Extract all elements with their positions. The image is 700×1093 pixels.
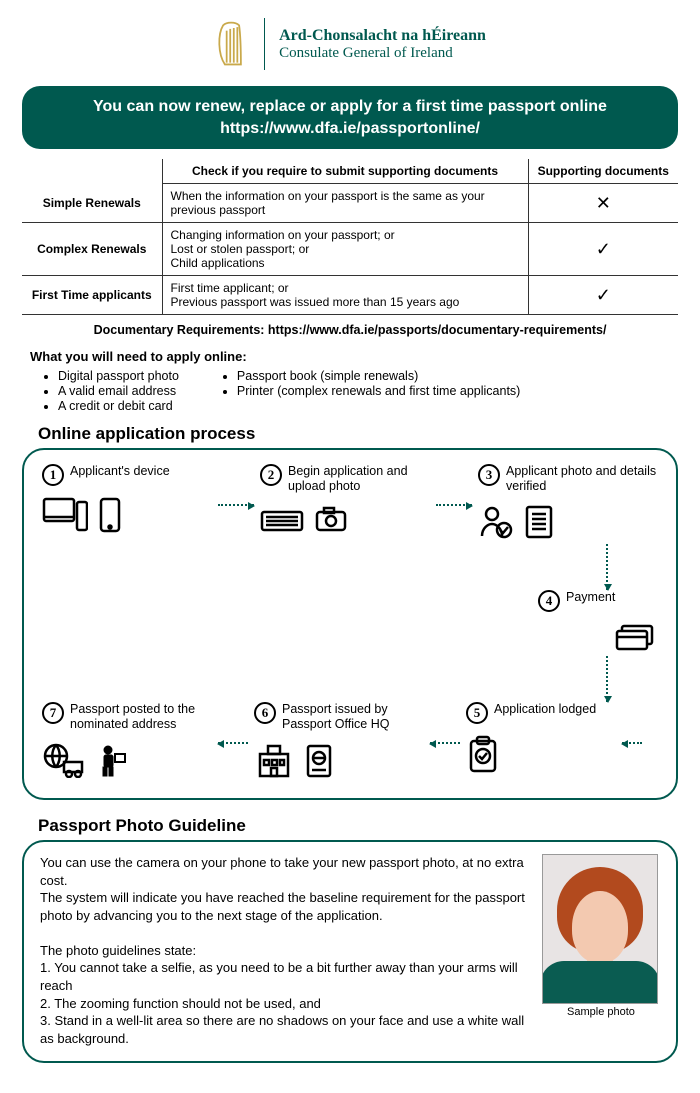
documentary-requirements-link: Documentary Requirements: https://www.df… (22, 323, 678, 337)
arrow-icon (430, 742, 460, 744)
info-complex: Changing information on your passport; o… (162, 223, 528, 276)
person-check-icon (478, 504, 514, 540)
cat-first: First Time applicants (22, 276, 162, 315)
process-title: Online application process (38, 424, 678, 444)
sample-photo (542, 854, 658, 1004)
step-number: 3 (478, 464, 500, 486)
step-6: 6 Passport issued by Passport Office HQ (254, 702, 424, 780)
announcement-banner: You can now renew, replace or apply for … (22, 86, 678, 149)
th-blank (22, 159, 162, 184)
step-number: 7 (42, 702, 64, 724)
arrow-icon (606, 656, 608, 702)
step-number: 1 (42, 464, 64, 486)
list-item: Printer (complex renewals and first time… (237, 384, 520, 398)
photo-g3: 3. Stand in a well-lit area so there are… (40, 1012, 528, 1047)
photo-p3: The photo guidelines state: (40, 942, 528, 960)
table-row: Complex Renewals Changing information on… (22, 223, 678, 276)
step-4: 4 Payment (538, 590, 658, 652)
sample-photo-side: Sample photo (542, 854, 660, 1047)
header-title-en: Consulate General of Ireland (279, 45, 486, 62)
step-label: Passport issued by Passport Office HQ (282, 702, 424, 732)
header-text: Ard-Chonsalacht na hÉireann Consulate Ge… (279, 27, 486, 62)
step-5: 5 Application lodged (466, 702, 616, 774)
shipping-globe-icon (42, 742, 86, 778)
cards-icon (614, 622, 658, 652)
clipboard-check-icon (466, 734, 500, 774)
mark-first: ✓ (528, 276, 678, 315)
list-item: A valid email address (58, 384, 179, 398)
list-item: Digital passport photo (58, 369, 179, 383)
cat-complex: Complex Renewals (22, 223, 162, 276)
th-supporting: Supporting documents (528, 159, 678, 184)
table-row: First Time applicants First time applica… (22, 276, 678, 315)
header-title-ga: Ard-Chonsalacht na hÉireann (279, 27, 486, 45)
step-label: Applicant photo and details verified (506, 464, 658, 494)
photo-g2: 2. The zooming function should not be us… (40, 995, 528, 1013)
arrow-icon (606, 544, 608, 590)
need-col2: Passport book (simple renewals) Printer … (209, 368, 520, 414)
step-number: 2 (260, 464, 282, 486)
need-col1: Digital passport photo A valid email add… (30, 368, 179, 414)
cat-simple: Simple Renewals (22, 184, 162, 223)
header: Ard-Chonsalacht na hÉireann Consulate Ge… (22, 18, 678, 70)
photo-text: You can use the camera on your phone to … (40, 854, 528, 1047)
step-label: Passport posted to the nominated address (70, 702, 212, 732)
arrow-icon (622, 742, 642, 744)
requirements-table: Check if you require to submit supportin… (22, 159, 678, 315)
step-label: Application lodged (494, 702, 596, 717)
computer-icon (42, 496, 88, 534)
th-check: Check if you require to submit supportin… (162, 159, 528, 184)
arrow-icon (436, 504, 472, 506)
mark-complex: ✓ (528, 223, 678, 276)
building-icon (254, 742, 294, 780)
table-row: Simple Renewals When the information on … (22, 184, 678, 223)
photo-title: Passport Photo Guideline (38, 816, 678, 836)
header-divider (264, 18, 265, 70)
step-2: 2 Begin application and upload photo (260, 464, 430, 534)
arrow-icon (218, 504, 254, 506)
step-number: 4 (538, 590, 560, 612)
step-number: 5 (466, 702, 488, 724)
harp-icon (214, 20, 250, 68)
arrow-icon (218, 742, 248, 744)
banner-url: https://www.dfa.ie/passportonline/ (36, 118, 664, 140)
info-simple: When the information on your passport is… (162, 184, 528, 223)
info-first: First time applicant; or Previous passpo… (162, 276, 528, 315)
need-title: What you will need to apply online: (30, 349, 678, 364)
courier-icon (96, 742, 130, 778)
photo-g1: 1. You cannot take a selfie, as you need… (40, 959, 528, 994)
step-label: Begin application and upload photo (288, 464, 430, 494)
photo-p1: You can use the camera on your phone to … (40, 854, 528, 889)
checklist-icon (524, 504, 554, 540)
passport-icon (304, 742, 334, 780)
photo-guideline-box: You can use the camera on your phone to … (22, 840, 678, 1063)
step-label: Applicant's device (70, 464, 170, 479)
list-item: Passport book (simple renewals) (237, 369, 520, 383)
mark-simple: ✕ (528, 184, 678, 223)
step-number: 6 (254, 702, 276, 724)
phone-icon (98, 496, 122, 534)
process-box: 1 Applicant's device 2 Begin application… (22, 448, 678, 800)
step-label: Payment (566, 590, 615, 605)
keyboard-icon (260, 504, 304, 534)
camera-icon (314, 504, 348, 534)
step-1: 1 Applicant's device (42, 464, 212, 534)
list-item: A credit or debit card (58, 399, 179, 413)
step-7: 7 Passport posted to the nominated addre… (42, 702, 212, 778)
photo-p2: The system will indicate you have reache… (40, 889, 528, 924)
need-columns: Digital passport photo A valid email add… (30, 368, 678, 414)
banner-line1: You can now renew, replace or apply for … (36, 96, 664, 118)
sample-caption: Sample photo (542, 1006, 660, 1018)
step-3: 3 Applicant photo and details verified (478, 464, 658, 540)
